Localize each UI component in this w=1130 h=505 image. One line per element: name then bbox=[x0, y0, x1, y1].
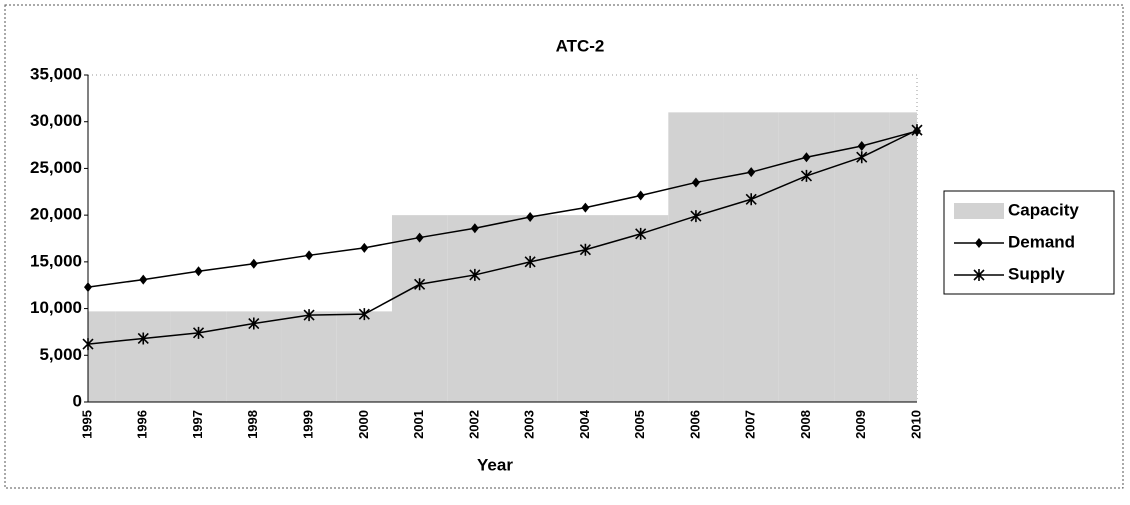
y-tick-label: 20,000 bbox=[30, 205, 82, 224]
marker bbox=[305, 250, 314, 261]
y-tick-label: 15,000 bbox=[30, 251, 82, 270]
x-tick-label: 2010 bbox=[908, 410, 923, 439]
marker bbox=[414, 278, 426, 291]
marker bbox=[137, 332, 149, 345]
bar bbox=[88, 311, 116, 402]
legend-marker bbox=[973, 269, 985, 281]
x-tick-label: 2006 bbox=[687, 410, 702, 439]
marker bbox=[192, 326, 205, 339]
line bbox=[87, 129, 918, 345]
marker bbox=[526, 212, 535, 223]
bar bbox=[391, 215, 448, 402]
x-tick-label: 1999 bbox=[301, 410, 316, 439]
bar bbox=[336, 311, 392, 402]
x-tick-label: 1998 bbox=[245, 410, 260, 439]
bar bbox=[613, 215, 669, 402]
marker bbox=[690, 210, 702, 223]
marker bbox=[303, 309, 315, 322]
marker bbox=[139, 274, 148, 285]
marker bbox=[857, 141, 866, 152]
marker bbox=[911, 124, 923, 137]
chart-title: ATC-2 bbox=[556, 36, 605, 55]
marker bbox=[358, 308, 370, 321]
marker bbox=[470, 223, 479, 234]
bar bbox=[557, 215, 614, 402]
x-tick-label: 2004 bbox=[577, 409, 592, 439]
bar bbox=[447, 215, 503, 402]
y-tick-label: 5,000 bbox=[39, 345, 82, 364]
x-tick-label: 2002 bbox=[466, 410, 481, 439]
x-tick-label: 2001 bbox=[411, 410, 426, 439]
x-tick-label: 2007 bbox=[743, 410, 758, 439]
marker bbox=[579, 243, 591, 256]
marker bbox=[581, 202, 590, 213]
bar bbox=[723, 112, 779, 402]
marker bbox=[636, 190, 645, 201]
y-tick-label: 10,000 bbox=[30, 298, 82, 317]
y-tick-label: 0 bbox=[73, 391, 82, 410]
marker bbox=[249, 258, 258, 269]
chart-border bbox=[4, 4, 1124, 489]
marker bbox=[800, 169, 813, 182]
y-tick-label: 30,000 bbox=[30, 111, 82, 130]
marker bbox=[747, 167, 756, 178]
marker bbox=[691, 177, 700, 188]
marker bbox=[360, 242, 369, 253]
marker bbox=[856, 151, 868, 164]
marker bbox=[524, 255, 536, 268]
legend-label: Demand bbox=[1008, 232, 1075, 251]
bar bbox=[668, 112, 724, 402]
bar bbox=[115, 311, 171, 402]
marker bbox=[415, 232, 424, 243]
bar bbox=[170, 311, 227, 402]
legend-label: Supply bbox=[1008, 264, 1065, 283]
marker bbox=[469, 268, 481, 281]
y-tick-label: 35,000 bbox=[30, 64, 82, 83]
x-axis-label: Year bbox=[477, 455, 513, 474]
marker bbox=[248, 317, 260, 330]
x-tick-label: 1997 bbox=[190, 410, 205, 439]
line bbox=[87, 130, 918, 288]
marker bbox=[194, 266, 203, 277]
bar bbox=[889, 112, 917, 402]
legend-marker bbox=[975, 238, 983, 248]
legend-label: Capacity bbox=[1008, 200, 1079, 219]
marker bbox=[635, 227, 647, 240]
marker bbox=[802, 152, 811, 163]
bar bbox=[502, 215, 558, 402]
marker bbox=[745, 193, 757, 206]
x-tick-label: 2003 bbox=[522, 410, 537, 439]
y-tick-label: 25,000 bbox=[30, 158, 82, 177]
legend-swatch bbox=[954, 203, 1004, 219]
x-tick-label: 2008 bbox=[798, 410, 813, 439]
bar bbox=[281, 311, 337, 402]
x-tick-label: 2009 bbox=[853, 410, 868, 439]
x-tick-label: 2000 bbox=[356, 410, 371, 439]
x-tick-label: 1996 bbox=[135, 410, 150, 439]
x-tick-label: 2005 bbox=[632, 410, 647, 439]
x-tick-label: 1995 bbox=[79, 410, 94, 439]
